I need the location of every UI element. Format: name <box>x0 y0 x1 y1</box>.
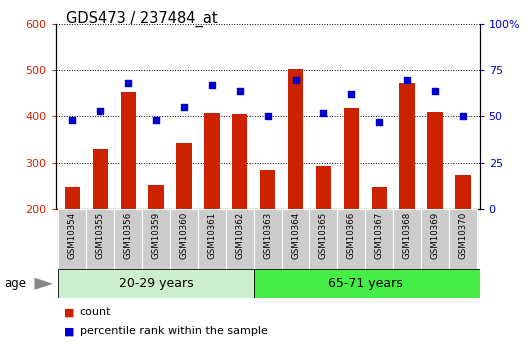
Bar <box>393 209 421 269</box>
Point <box>319 110 328 116</box>
Bar <box>343 108 359 301</box>
Text: percentile rank within the sample: percentile rank within the sample <box>80 326 267 336</box>
Bar <box>176 143 192 301</box>
Text: GSM10363: GSM10363 <box>263 212 272 259</box>
Text: GSM10362: GSM10362 <box>235 212 244 259</box>
Bar <box>449 209 477 269</box>
Point <box>180 105 188 110</box>
Polygon shape <box>34 278 53 290</box>
Text: GSM10367: GSM10367 <box>375 212 384 259</box>
Bar <box>400 83 415 301</box>
Text: GSM10356: GSM10356 <box>123 212 132 259</box>
Point <box>235 88 244 93</box>
Bar <box>254 209 281 269</box>
Bar <box>254 269 480 298</box>
Bar <box>170 209 198 269</box>
Bar <box>226 209 254 269</box>
Bar <box>148 185 164 301</box>
Point <box>152 117 160 123</box>
Text: GSM10354: GSM10354 <box>68 212 77 259</box>
Text: GSM10359: GSM10359 <box>152 212 161 259</box>
Bar <box>204 113 219 301</box>
Text: age: age <box>4 277 26 290</box>
Text: GSM10364: GSM10364 <box>291 212 300 259</box>
Text: GSM10369: GSM10369 <box>430 212 439 259</box>
Point <box>347 91 356 97</box>
Text: GSM10370: GSM10370 <box>458 212 467 259</box>
Bar <box>260 170 275 301</box>
Point <box>375 119 384 125</box>
Text: GSM10355: GSM10355 <box>96 212 105 259</box>
Bar <box>198 209 226 269</box>
Point <box>96 108 104 114</box>
Bar <box>58 209 86 269</box>
Bar <box>316 166 331 301</box>
Bar <box>455 175 471 301</box>
Bar <box>65 187 80 301</box>
Text: count: count <box>80 307 111 317</box>
Text: GSM10366: GSM10366 <box>347 212 356 259</box>
Bar <box>288 69 303 301</box>
Text: 65-71 years: 65-71 years <box>328 277 403 290</box>
Text: GDS473 / 237484_at: GDS473 / 237484_at <box>66 10 218 27</box>
Bar <box>86 209 114 269</box>
Text: GSM10365: GSM10365 <box>319 212 328 259</box>
Bar <box>120 92 136 301</box>
Bar <box>338 209 365 269</box>
Bar <box>421 209 449 269</box>
Text: ■: ■ <box>64 326 74 336</box>
Point <box>292 77 300 82</box>
Bar <box>372 187 387 301</box>
Bar <box>58 269 254 298</box>
Text: ■: ■ <box>64 307 74 317</box>
Bar <box>281 209 310 269</box>
Point <box>458 114 467 119</box>
Text: GSM10368: GSM10368 <box>403 212 412 259</box>
Text: 20-29 years: 20-29 years <box>119 277 193 290</box>
Point <box>68 117 77 123</box>
Text: GSM10360: GSM10360 <box>180 212 189 259</box>
Point <box>124 80 132 86</box>
Bar <box>142 209 170 269</box>
Bar <box>365 209 393 269</box>
Text: GSM10361: GSM10361 <box>207 212 216 259</box>
Point <box>431 88 439 93</box>
Bar <box>310 209 338 269</box>
Bar <box>427 112 443 301</box>
Point <box>208 82 216 88</box>
Point <box>403 77 411 82</box>
Bar <box>232 114 248 301</box>
Bar <box>93 149 108 301</box>
Point <box>263 114 272 119</box>
Bar <box>114 209 142 269</box>
